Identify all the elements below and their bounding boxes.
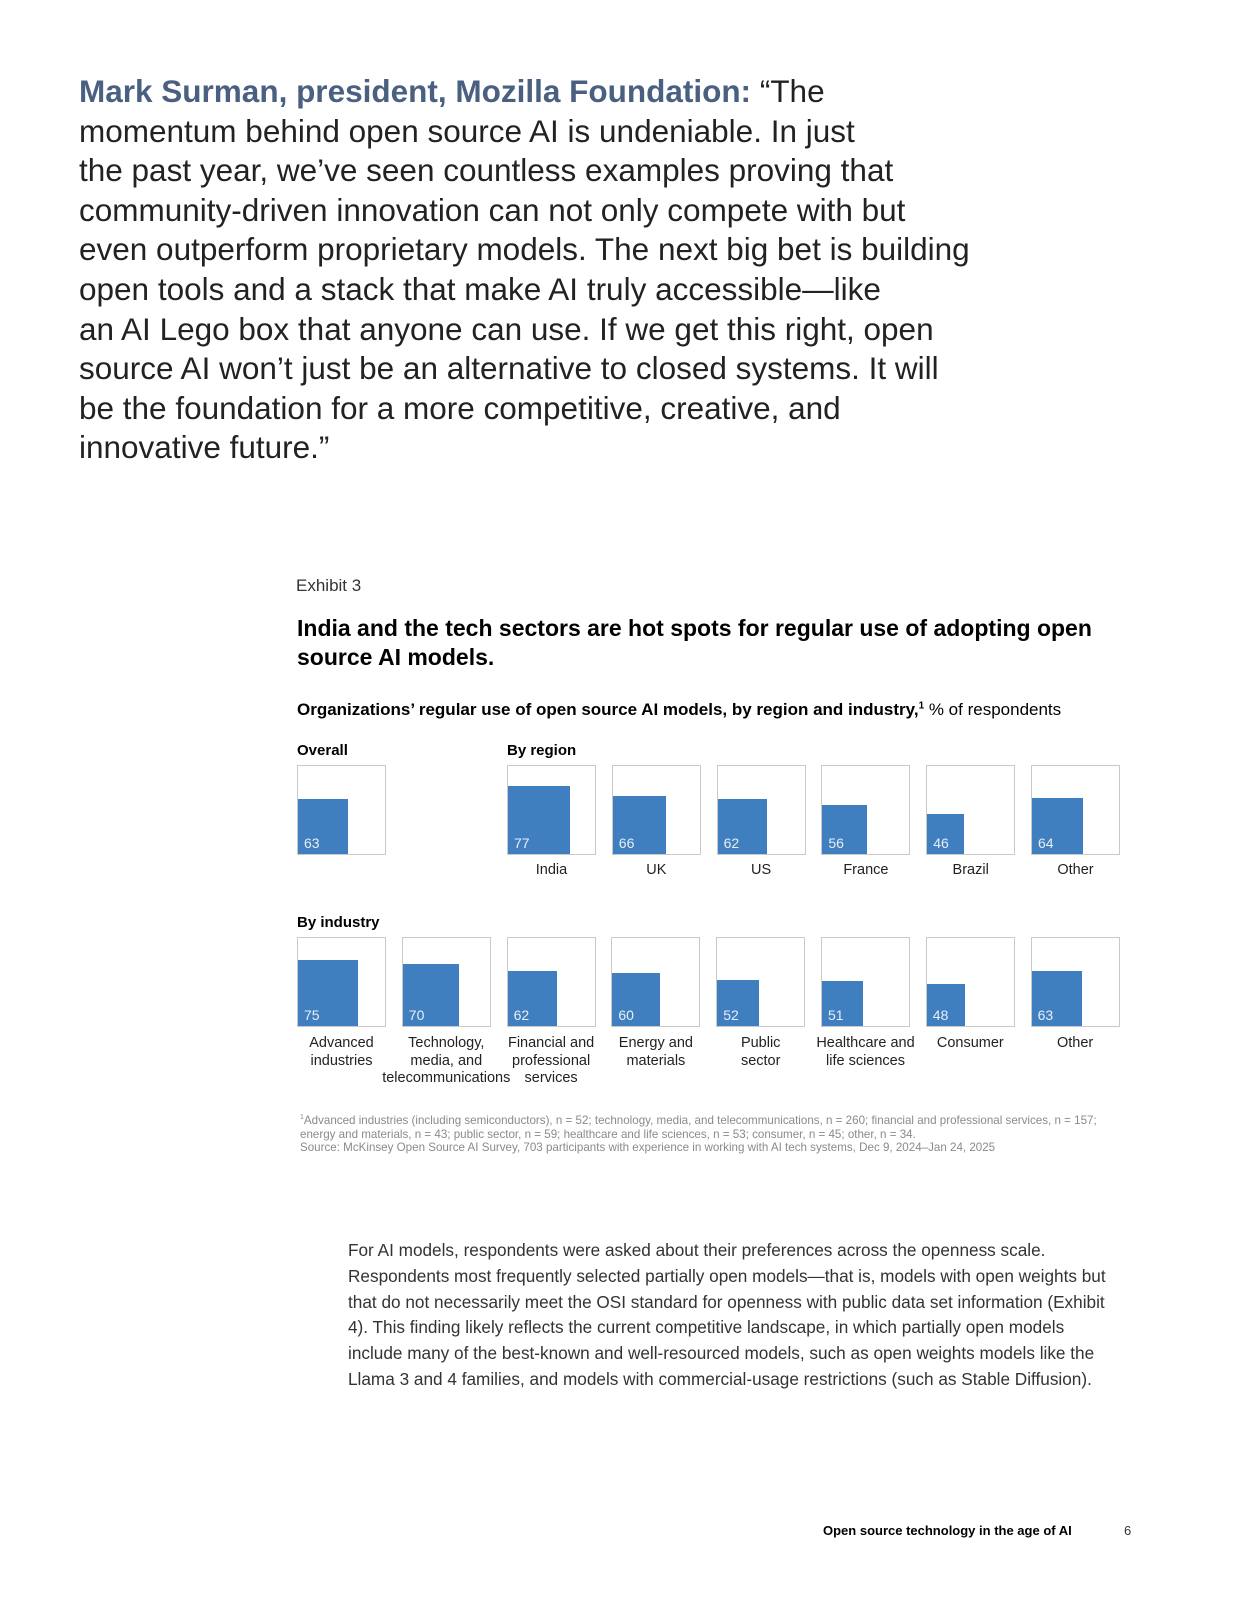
bar-frame: 51 <box>821 937 910 1027</box>
bar-value-label: 63 <box>304 835 320 851</box>
bar-value-label: 70 <box>408 1007 425 1023</box>
bar-frame: 63 <box>297 765 386 855</box>
category-label: Brazil <box>952 862 989 878</box>
bar <box>822 981 863 1026</box>
bar-frame: 70 <box>401 937 491 1027</box>
bar <box>1031 970 1082 1026</box>
quote-text: “The <box>759 73 825 109</box>
category-label: Technology, media, and telecommunications <box>382 1035 511 1086</box>
bar-frame: 46 <box>926 765 1016 855</box>
quote-line: even outperform proprietary models. The … <box>79 231 970 268</box>
bar-frame: 62 <box>716 765 806 855</box>
bar-frame: 77 <box>507 765 596 855</box>
chart-subtitle: Organizations’ regular use of open sourc… <box>297 700 1147 720</box>
quote-line: momentum behind open source AI is undeni… <box>79 112 855 149</box>
category-label: Other <box>1056 1035 1094 1051</box>
quote-line: source AI won’t just be an alternative t… <box>79 350 939 387</box>
category-label: Public sector <box>740 1035 781 1069</box>
bar-frame: 64 <box>1031 765 1120 855</box>
bar-frame: 52 <box>716 937 806 1027</box>
bar <box>927 813 964 854</box>
footer-title: Open source technology in the age of AI <box>823 1523 1072 1538</box>
bar <box>612 973 661 1026</box>
category-label: Consumer <box>936 1035 1004 1051</box>
category-label: Energy and materials <box>618 1035 693 1069</box>
bar-frame: 63 <box>1030 937 1120 1027</box>
quote-line: community-driven innovation can not only… <box>79 191 906 228</box>
category-label: France <box>843 862 889 878</box>
bar-value-label: 75 <box>304 1007 320 1023</box>
bar-frame: 62 <box>506 937 596 1027</box>
bar-value-label: 64 <box>1038 835 1054 851</box>
chart-group-label: By region <box>507 742 577 759</box>
footnote: 1Advanced industries (including semicond… <box>300 1111 1120 1155</box>
bar-value-label: 66 <box>618 835 635 851</box>
bar <box>508 786 570 854</box>
bar <box>717 980 759 1026</box>
footnote-marker: 1 <box>918 700 925 712</box>
body-paragraph: For AI models, respondents were asked ab… <box>348 1240 1106 1389</box>
category-label: Healthcare and life sciences <box>816 1035 915 1069</box>
bar-frame: 56 <box>821 765 911 855</box>
bar-value-label: 51 <box>828 1007 844 1023</box>
category-label: UK <box>646 862 667 878</box>
chart-group-label: By industry <box>297 914 380 931</box>
bar-value-label: 56 <box>828 835 844 851</box>
category-label: US <box>751 862 772 878</box>
bar-value-label: 77 <box>514 835 530 851</box>
bar-frame: 48 <box>925 937 1015 1027</box>
bar <box>822 804 868 854</box>
exhibit-label: Exhibit 3 <box>296 576 362 595</box>
page-number: 6 <box>1124 1523 1132 1538</box>
footnote-detail: Advanced industries (including semicondu… <box>300 1113 1097 1141</box>
bar <box>507 971 558 1026</box>
bar <box>298 960 358 1026</box>
bar-value-label: 63 <box>1037 1007 1054 1023</box>
bar <box>717 799 768 854</box>
exhibit-title: India and the tech sectors are hot spots… <box>297 615 1092 670</box>
quote-line: Mark Surman, president, Mozilla Foundati… <box>79 72 979 112</box>
quote-line: an AI Lego box that anyone can use. If w… <box>79 310 934 347</box>
category-label: Other <box>1057 862 1094 878</box>
bar-value-label: 62 <box>513 1007 530 1023</box>
bar-value-label: 60 <box>618 1007 634 1023</box>
footnote-text: 1Advanced industries (including semicond… <box>300 1111 1120 1141</box>
bar-frame: 75 <box>297 937 386 1027</box>
footnote-number: 1 <box>300 1114 304 1121</box>
bar <box>612 795 666 854</box>
bar-value-label: 46 <box>933 835 949 851</box>
quote-speaker: Mark Surman, president, Mozilla Foundati… <box>79 73 752 109</box>
bar <box>1032 797 1084 854</box>
chart-group-label: Overall <box>297 742 348 759</box>
chart-subtitle-unit: % of respondents <box>924 700 1062 719</box>
bar <box>402 964 459 1026</box>
pull-quote: Mark Surman, president, Mozilla Foundati… <box>79 72 979 468</box>
bar <box>926 983 966 1026</box>
category-label: Advanced industries <box>309 1035 374 1069</box>
quote-line: open tools and a stack that make AI trul… <box>79 270 881 307</box>
category-label: India <box>535 862 568 878</box>
bar-value-label: 62 <box>723 835 740 851</box>
bar <box>298 798 349 854</box>
source-note: Source: McKinsey Open Source AI Survey, … <box>300 1141 996 1155</box>
category-label: Financial and professional services <box>507 1035 595 1086</box>
bar-value-label: 52 <box>723 1007 739 1023</box>
chart-subtitle-main: Organizations’ regular use of open sourc… <box>297 700 919 719</box>
quote-line: the past year, we’ve seen countless exam… <box>79 152 894 189</box>
bar-frame: 66 <box>611 765 701 855</box>
quote-line: innovative future.” <box>79 429 330 466</box>
bar-value-label: 48 <box>932 1007 949 1023</box>
quote-line: be the foundation for a more competitive… <box>79 389 841 426</box>
bar-frame: 60 <box>611 937 701 1027</box>
